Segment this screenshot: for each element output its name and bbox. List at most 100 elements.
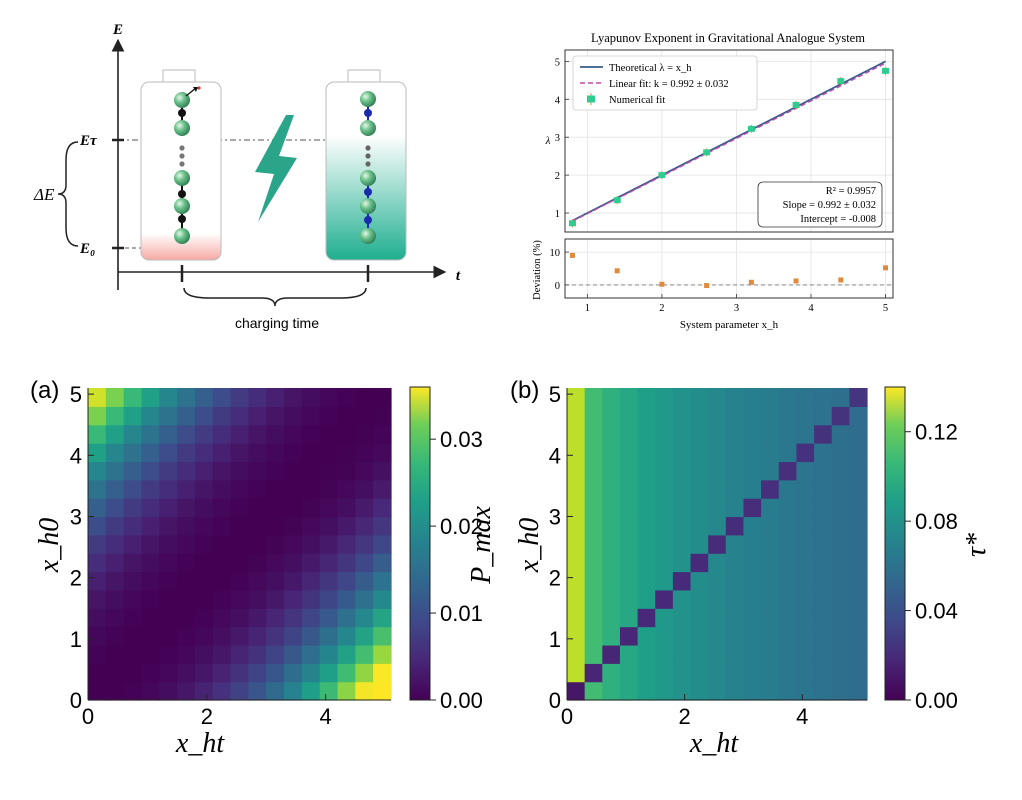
heatmap-cell xyxy=(672,461,692,481)
heatmap-cell xyxy=(725,461,745,481)
heatmap-cell xyxy=(567,571,586,591)
deviation-grid xyxy=(565,239,893,298)
heatmap-cell xyxy=(159,424,178,444)
heatmap-cell xyxy=(637,589,656,609)
y-tick-label: 5 xyxy=(555,57,560,68)
heatmap-cell xyxy=(337,626,356,646)
lyapunov-chart: Lyapunov Exponent in Gravitational Analo… xyxy=(545,31,894,233)
heatmap-cell xyxy=(159,443,178,463)
heatmap-cell xyxy=(266,498,285,518)
heatmap-cell xyxy=(761,589,780,609)
heatmap-cell xyxy=(619,608,639,628)
x-tick-label: 2 xyxy=(679,704,691,729)
heatmap-cell xyxy=(655,534,674,554)
heatmap-cell xyxy=(708,681,727,701)
heatmap-cell xyxy=(778,498,798,518)
heatmap-cell xyxy=(319,388,339,407)
heatmap-cell xyxy=(230,461,250,481)
heatmap-cell xyxy=(337,589,356,609)
heatmap-cell xyxy=(849,443,868,463)
heatmap-cell xyxy=(655,388,674,407)
heatmap-cell xyxy=(337,681,356,701)
numerical-point xyxy=(568,220,576,227)
heatmap-cell xyxy=(337,498,356,518)
lyapunov-ylabel: λ xyxy=(545,135,551,147)
heatmap-cell xyxy=(266,406,285,426)
heatmap-cell xyxy=(619,589,639,609)
heatmap-cell xyxy=(230,534,250,554)
heatmap-cell xyxy=(690,663,709,683)
heatmap-cell xyxy=(672,663,692,683)
heatmap-cell xyxy=(655,589,674,609)
heatmap-cell xyxy=(373,443,392,463)
heatmap-cell xyxy=(355,626,374,646)
colorbar-tick-label: 0.01 xyxy=(440,601,483,626)
heatmap-cell xyxy=(761,626,780,646)
heatmap-cell xyxy=(672,534,692,554)
heatmap-cell xyxy=(230,388,250,407)
heatmap-cell xyxy=(141,553,160,573)
heatmap-cell xyxy=(743,443,762,463)
heatmap-cell xyxy=(778,516,798,536)
heatmap-cell xyxy=(619,406,639,426)
heatmap-cell xyxy=(159,681,178,701)
heatmap-cell xyxy=(619,681,639,701)
deviation-chart: 0 10 Deviation (%) 1 2 3 4 5 System parameter… xyxy=(532,238,894,331)
heatmap-cell xyxy=(619,644,639,664)
colorbar-b xyxy=(885,387,905,700)
colorbar-b-label: τ* xyxy=(961,533,992,557)
heatmap-cell xyxy=(655,498,674,518)
heatmap-cell xyxy=(849,589,868,609)
heatmap-cell xyxy=(266,589,285,609)
heatmap-cell xyxy=(814,479,833,499)
lyapunov-ticks: 1 2 3 4 5 xyxy=(555,57,569,220)
heatmap-cell xyxy=(619,388,639,407)
heatmap-cell xyxy=(567,644,586,664)
heatmap-cell xyxy=(88,461,107,481)
battery-empty xyxy=(140,69,222,261)
heatmap-cell xyxy=(778,406,798,426)
heatmap-cell xyxy=(88,498,107,518)
heatmap-cell xyxy=(159,498,178,518)
heatmap-cell xyxy=(177,406,196,426)
heatmap-cell xyxy=(602,461,621,481)
heatmap-cell xyxy=(123,443,143,463)
heatmap-cell xyxy=(230,498,250,518)
heatmap-cell xyxy=(248,571,267,591)
heatmap-cell xyxy=(88,479,107,499)
shared-x-ticks: 1 2 3 4 5 xyxy=(585,294,888,314)
heatmap-cell xyxy=(831,571,850,591)
colorbar-tick-label: 0.12 xyxy=(915,420,958,445)
x-tick-label: 0 xyxy=(561,704,573,729)
heatmap-cell xyxy=(373,461,392,481)
heatmap-cell xyxy=(141,498,160,518)
heatmap-cell xyxy=(284,589,303,609)
heatmap-cell xyxy=(849,424,868,444)
heatmap-cell xyxy=(672,589,692,609)
heatmap-cell xyxy=(141,681,160,701)
heatmap-cell xyxy=(141,516,160,536)
delta-energy-label: ΔE xyxy=(33,185,55,204)
heatmap-cell xyxy=(194,626,214,646)
heatmap-cell xyxy=(230,626,250,646)
heatmap-cell xyxy=(284,681,303,701)
heatmap-cell xyxy=(123,516,143,536)
heatmap-cell xyxy=(212,461,232,481)
heatmap-cell xyxy=(796,626,815,646)
heatmap-cell xyxy=(761,498,780,518)
numerical-point xyxy=(703,149,711,156)
heatmap-cell xyxy=(212,644,232,664)
colorbar-a xyxy=(410,387,430,700)
heatmap-cell xyxy=(831,534,850,554)
heatmap-cell xyxy=(814,589,833,609)
heatmap-cell xyxy=(761,406,780,426)
lyapunov-legend: Theoretical λ = x_h Linear fit: k = 0.99… xyxy=(572,55,758,111)
heatmap-cell xyxy=(567,608,586,628)
heatmap-cell xyxy=(831,479,850,499)
heatmap-cell xyxy=(230,681,250,701)
heatmap-cell xyxy=(796,608,815,628)
heatmap-cell xyxy=(319,608,339,628)
heatmap-cell xyxy=(708,644,727,664)
heatmap-cell xyxy=(778,608,798,628)
heatmap-cell xyxy=(584,388,603,407)
